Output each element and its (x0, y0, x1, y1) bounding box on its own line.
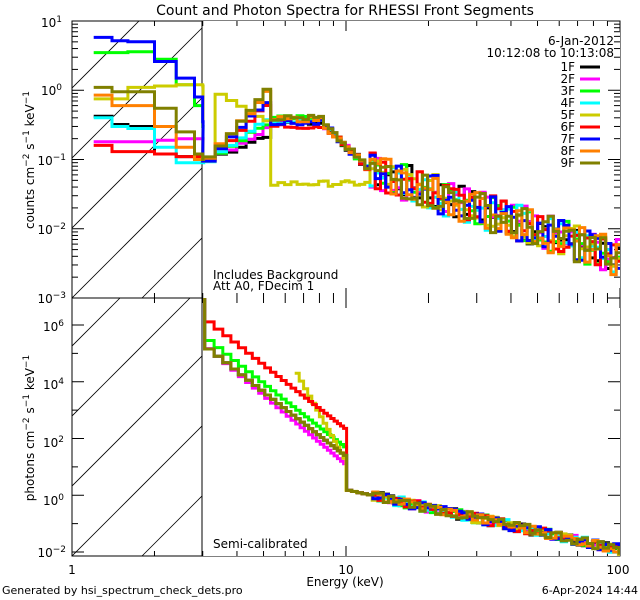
y-tick-label: 104 (43, 377, 64, 392)
hatch-line (72, 298, 121, 347)
y-tick-label: 101 (41, 15, 62, 30)
y-tick-label: 10−3 (37, 291, 66, 306)
axis-ticks (71, 20, 621, 556)
top-y-axis-label: counts cm−2 s−1 keV−1 (22, 91, 37, 229)
chart-title: Count and Photon Spectra for RHESSI Fron… (156, 3, 534, 19)
bottom-y-tick-labels: 106 104 102 100 10−2 (37, 319, 66, 560)
hatch-line (72, 21, 140, 89)
legend-label: 6F (560, 120, 575, 134)
legend-label: 8F (560, 144, 575, 158)
count-spectrum-9F (93, 85, 620, 266)
x-axis-label: Energy (keV) (306, 575, 383, 589)
bottom-y-axis-label: photons cm−2 s−1 keV−1 (22, 355, 37, 501)
legend-label: 1F (560, 60, 575, 74)
y-tick-label: 10−2 (37, 545, 66, 560)
footer-timestamp: 6-Apr-2024 14:44 (542, 584, 638, 597)
hatch-line (72, 21, 210, 159)
y-tick-label: 100 (43, 493, 64, 508)
y-tick-label: 10−2 (37, 222, 66, 237)
legend-label: 4F (560, 96, 575, 110)
y-tick-label: 102 (43, 435, 64, 450)
x-tick-label: 1 (68, 563, 76, 577)
x-tick-label: 10 (338, 563, 353, 577)
legend-label: 5F (560, 108, 575, 122)
attenuator-annotation: Att A0, FDecim 1 (213, 279, 314, 293)
top-y-tick-labels: 101 100 10−1 10−2 10−3 (37, 15, 66, 306)
legend-label: 7F (560, 132, 575, 146)
legend-label: 3F (560, 84, 575, 98)
top-hatched-region (72, 21, 620, 298)
legend-label: 9F (560, 156, 575, 170)
photon-spectrum-9F (203, 298, 620, 555)
top-series-group (93, 35, 620, 277)
bottom-series-group (203, 298, 620, 556)
observation-date: 6-Jan-2012 (548, 34, 614, 48)
footer-generator: Generated by hsi_spectrum_check_dets.pro (2, 584, 243, 597)
y-tick-label: 10−1 (37, 153, 66, 168)
hatch-line (72, 298, 191, 417)
background-annotation: Includes Background (213, 268, 338, 282)
legend-label: 2F (560, 72, 575, 86)
observation-time-range: 10:12:08 to 10:13:08 (487, 46, 614, 60)
y-tick-label: 106 (43, 319, 64, 334)
x-tick-label: 100 (607, 563, 630, 577)
bottom-hatched-region (72, 298, 620, 556)
x-tick-labels: 1 10 100 (68, 563, 629, 577)
semi-calibrated-annotation: Semi-calibrated (213, 537, 308, 551)
count-spectrum-4F (93, 116, 620, 274)
y-tick-label: 100 (41, 83, 62, 98)
